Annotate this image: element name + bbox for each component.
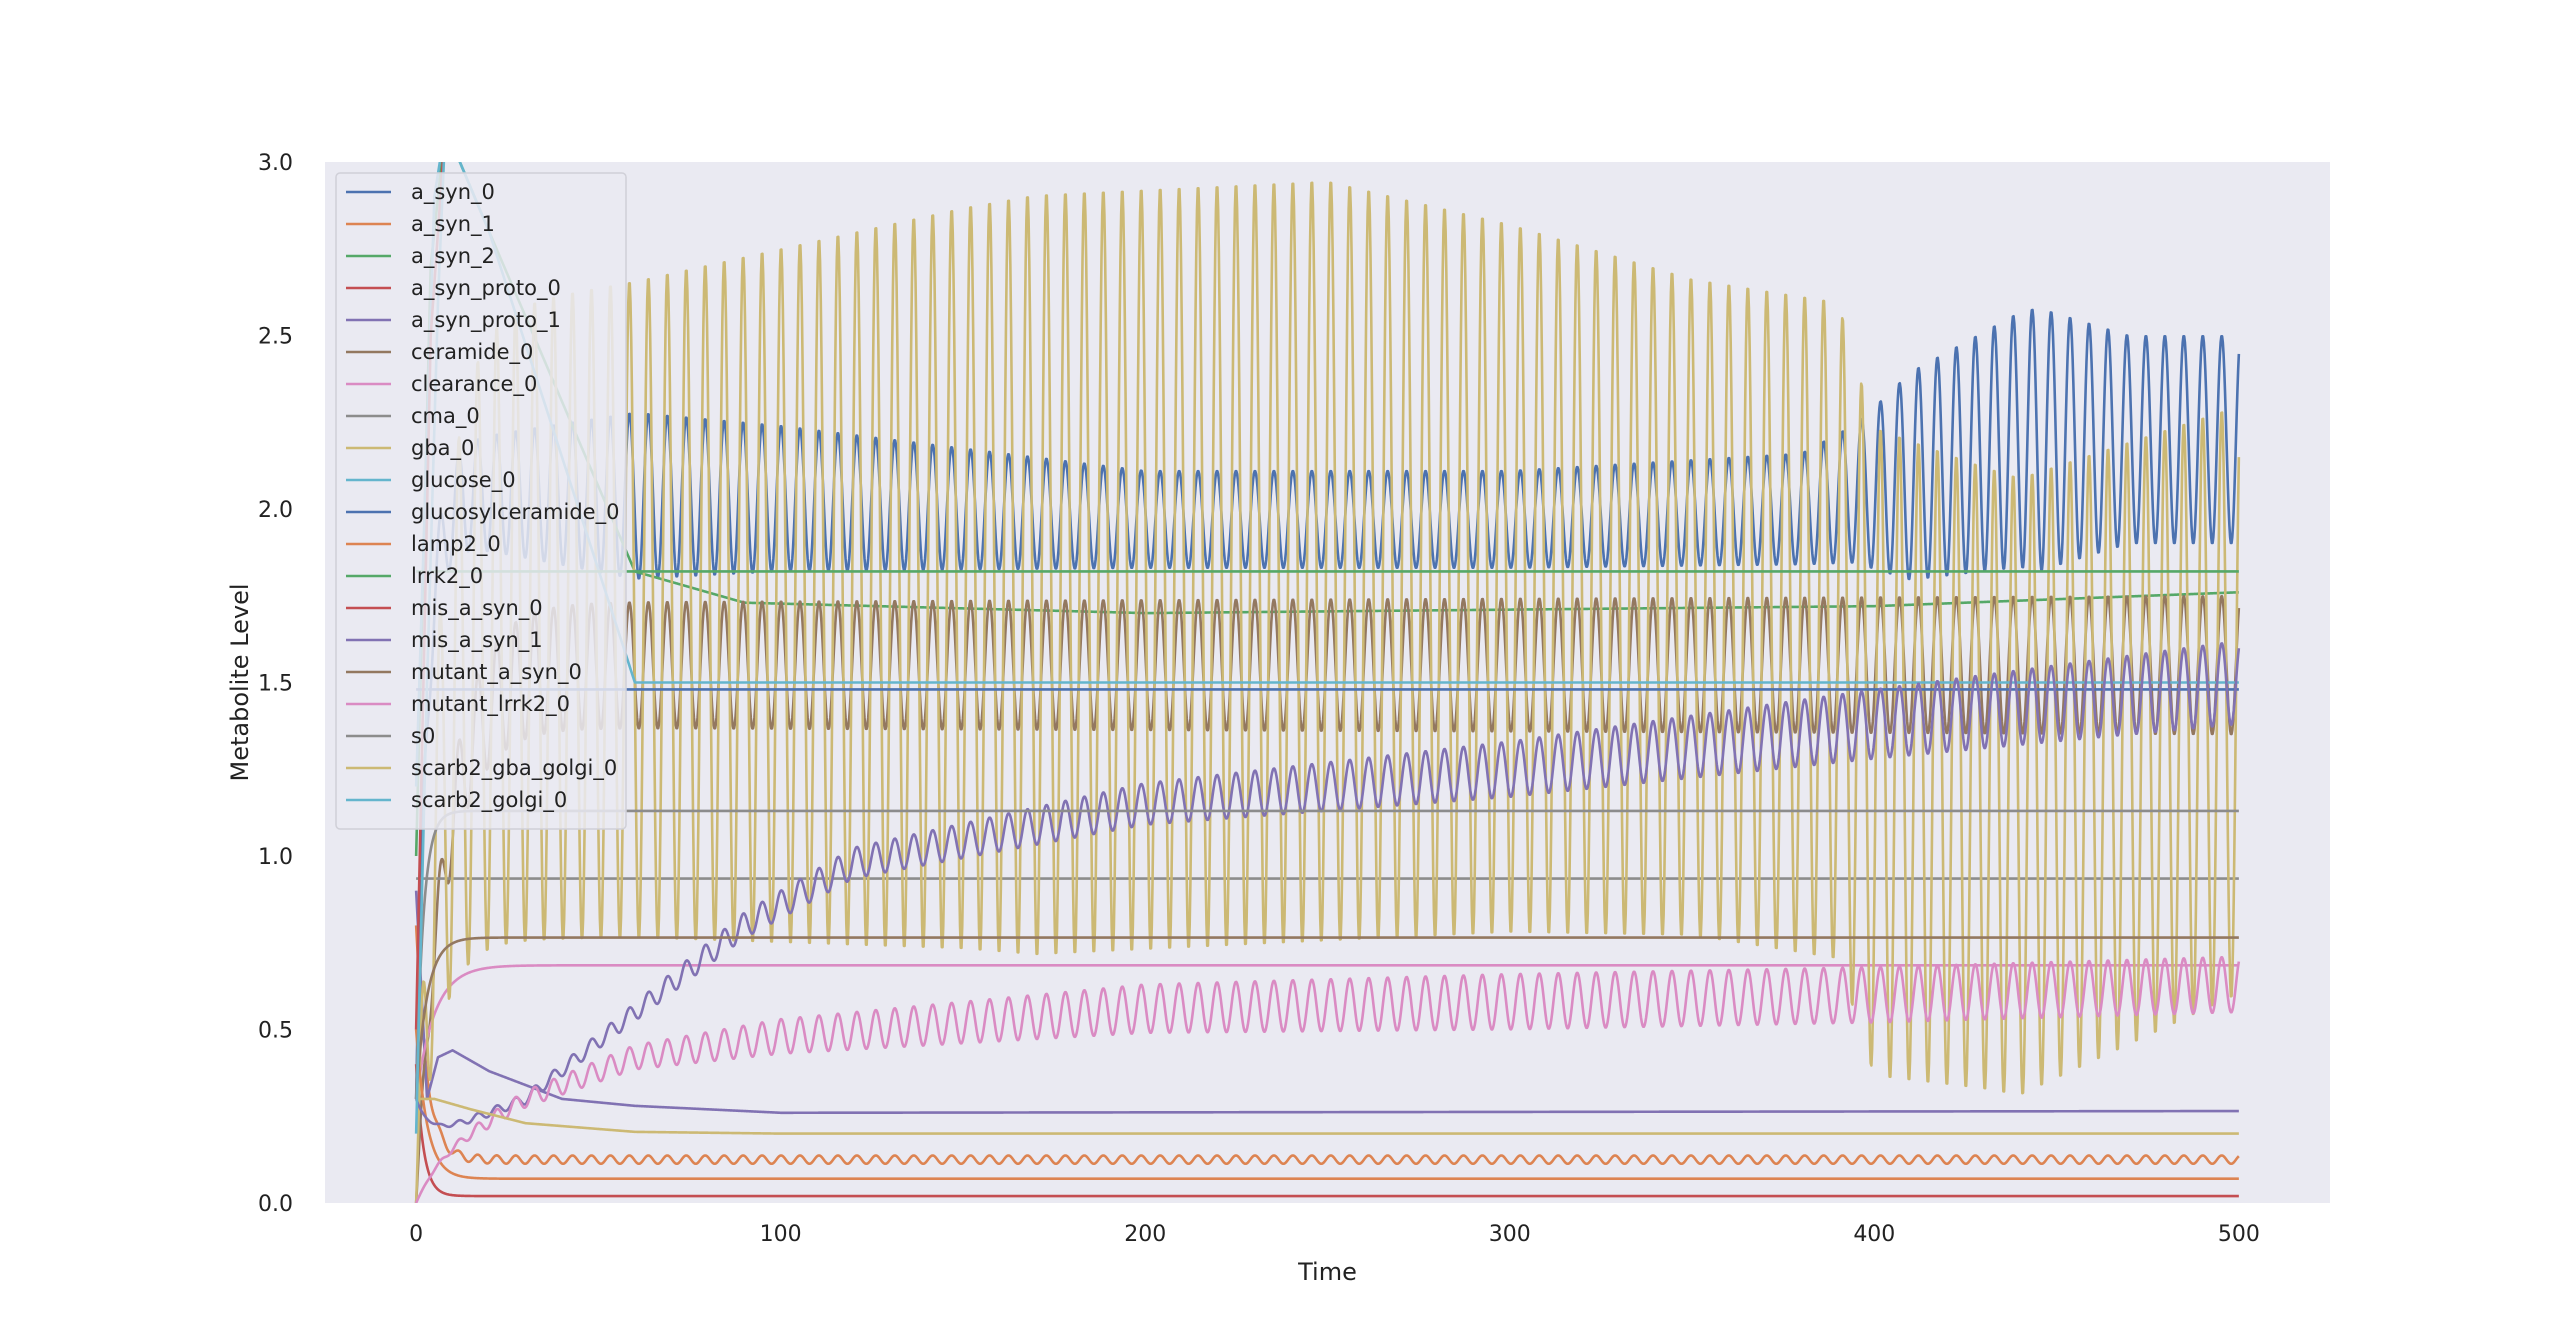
series-line-clearance-0 — [414, 964, 2240, 1100]
series-line-gba-0 — [414, 181, 2241, 1203]
series-line-glucose-0 — [414, 162, 2240, 787]
legend: a_syn_0 a_syn_1 a_syn_2 a_syn_proto_0 a_syn_… — [335, 172, 627, 830]
legend-entry: a_syn_proto_0 — [411, 276, 561, 301]
legend-entry: a_syn_2 — [411, 244, 495, 269]
legend-entry: mis_a_syn_1 — [411, 628, 543, 653]
legend-entry: a_syn_1 — [411, 212, 495, 237]
x-tick-label: 100 — [760, 1222, 802, 1247]
y-axis-label: Metabolite Level — [226, 584, 254, 782]
y-tick-label: 0.5 — [258, 1019, 293, 1044]
legend-entry: scarb2_golgi_0 — [411, 788, 567, 813]
series-line-scarb2-gba-golgi-0 — [415, 1097, 2240, 1135]
legend-entry: mutant_a_syn_0 — [411, 660, 582, 685]
legend-entry: cma_0 — [411, 404, 480, 429]
x-tick-label: 200 — [1124, 1222, 1166, 1247]
y-tick-label: 1.5 — [258, 672, 293, 697]
x-axis-label: Time — [1297, 1258, 1357, 1286]
legend-entry: mutant_lrrk2_0 — [411, 692, 570, 717]
legend-entry: gba_0 — [411, 436, 474, 461]
legend-box — [335, 172, 627, 830]
series-line-a-syn-proto-1 — [414, 890, 2240, 1115]
y-tick-label: 2.0 — [258, 498, 293, 523]
series-line-mutant-a-syn-0 — [414, 936, 2240, 1099]
x-tick-label: 500 — [2218, 1222, 2260, 1247]
y-axis: 0.0 0.5 1.0 1.5 2.0 2.5 3.0 — [258, 151, 293, 1217]
legend-entry: lamp2_0 — [411, 532, 501, 557]
legend-entry: lrrk2_0 — [411, 564, 483, 589]
series-line-a-syn-proto-0 — [414, 1064, 2240, 1198]
series-line-a-syn-1 — [414, 925, 2240, 1166]
series-layer — [414, 162, 2241, 1203]
y-tick-label: 0.0 — [258, 1192, 293, 1217]
series-line-mutant-lrrk2-0 — [414, 956, 2241, 1203]
legend-entry: clearance_0 — [411, 372, 537, 397]
legend-entry: glucose_0 — [411, 468, 516, 493]
y-tick-label: 1.0 — [258, 845, 293, 870]
legend-entry: ceramide_0 — [411, 340, 533, 365]
series-line-lamp2-0 — [414, 1029, 2240, 1181]
x-tick-label: 400 — [1853, 1222, 1895, 1247]
legend-entry: glucosylceramide_0 — [411, 500, 619, 525]
legend-entry: mis_a_syn_0 — [411, 596, 543, 621]
x-tick-label: 300 — [1489, 1222, 1531, 1247]
legend-entry: s0 — [411, 724, 435, 748]
series-line-mis-a-syn-1 — [414, 642, 2241, 1129]
series-line-s0 — [414, 809, 2240, 1099]
y-tick-label: 3.0 — [258, 151, 293, 176]
x-tick-label: 0 — [409, 1222, 423, 1247]
legend-entry: a_syn_proto_1 — [411, 308, 561, 333]
legend-entry: a_syn_0 — [411, 180, 495, 205]
y-tick-label: 2.5 — [258, 325, 293, 350]
legend-entry: scarb2_gba_golgi_0 — [411, 756, 617, 781]
x-axis: 0 100 200 300 400 500 — [409, 1222, 2260, 1247]
